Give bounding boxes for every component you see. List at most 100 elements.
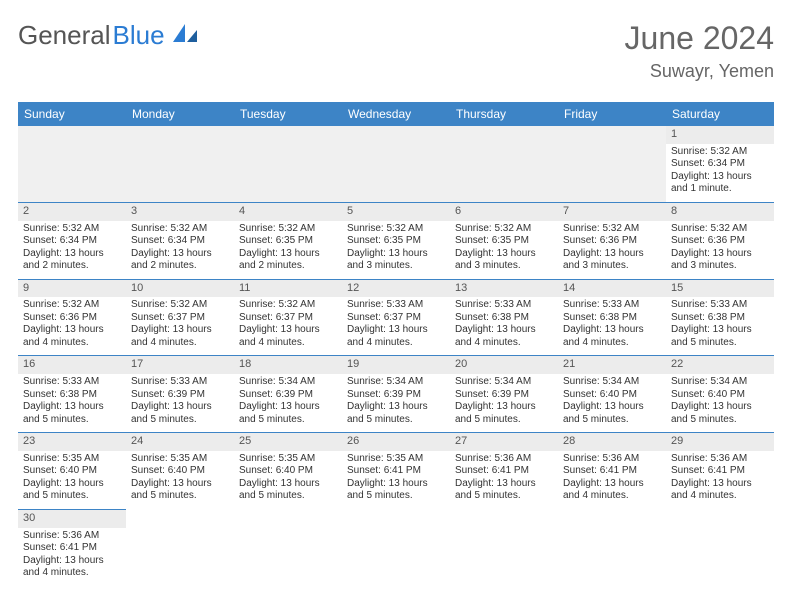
day-number: 23 <box>18 433 126 451</box>
sunset-text: Sunset: 6:40 PM <box>563 389 661 402</box>
calendar-cell: 5Sunrise: 5:32 AMSunset: 6:35 PMDaylight… <box>342 202 450 279</box>
daylight-text: Daylight: 13 hours <box>671 324 769 337</box>
calendar-cell: 7Sunrise: 5:32 AMSunset: 6:36 PMDaylight… <box>558 202 666 279</box>
sunset-text: Sunset: 6:37 PM <box>347 312 445 325</box>
calendar-cell: 15Sunrise: 5:33 AMSunset: 6:38 PMDayligh… <box>666 279 774 356</box>
calendar-cell: 28Sunrise: 5:36 AMSunset: 6:41 PMDayligh… <box>558 433 666 510</box>
calendar-cell: 26Sunrise: 5:35 AMSunset: 6:41 PMDayligh… <box>342 433 450 510</box>
sunset-text: Sunset: 6:38 PM <box>671 312 769 325</box>
weekday-header: Wednesday <box>342 102 450 126</box>
sunset-text: Sunset: 6:41 PM <box>455 465 553 478</box>
calendar-row: 30Sunrise: 5:36 AMSunset: 6:41 PMDayligh… <box>18 509 774 585</box>
calendar-cell: 16Sunrise: 5:33 AMSunset: 6:38 PMDayligh… <box>18 356 126 433</box>
daylight-text: Daylight: 13 hours <box>23 248 121 261</box>
day-number: 2 <box>18 203 126 221</box>
daylight-text: Daylight: 13 hours <box>455 401 553 414</box>
sunset-text: Sunset: 6:34 PM <box>23 235 121 248</box>
calendar-cell: 10Sunrise: 5:32 AMSunset: 6:37 PMDayligh… <box>126 279 234 356</box>
calendar-cell <box>450 509 558 585</box>
sunset-text: Sunset: 6:38 PM <box>23 389 121 402</box>
weekday-header: Thursday <box>450 102 558 126</box>
sunrise-text: Sunrise: 5:34 AM <box>455 376 553 389</box>
sunrise-text: Sunrise: 5:32 AM <box>239 223 337 236</box>
calendar-cell: 22Sunrise: 5:34 AMSunset: 6:40 PMDayligh… <box>666 356 774 433</box>
logo-text-2: Blue <box>113 20 165 51</box>
calendar-cell <box>126 509 234 585</box>
daylight-text: and 5 minutes. <box>455 414 553 427</box>
daylight-text: and 4 minutes. <box>563 490 661 503</box>
sunrise-text: Sunrise: 5:33 AM <box>347 299 445 312</box>
daylight-text: Daylight: 13 hours <box>131 248 229 261</box>
sunset-text: Sunset: 6:39 PM <box>347 389 445 402</box>
daylight-text: Daylight: 13 hours <box>239 248 337 261</box>
calendar-cell: 17Sunrise: 5:33 AMSunset: 6:39 PMDayligh… <box>126 356 234 433</box>
calendar-cell <box>558 126 666 202</box>
sunset-text: Sunset: 6:35 PM <box>239 235 337 248</box>
calendar-cell: 6Sunrise: 5:32 AMSunset: 6:35 PMDaylight… <box>450 202 558 279</box>
calendar-cell: 29Sunrise: 5:36 AMSunset: 6:41 PMDayligh… <box>666 433 774 510</box>
calendar-row: 16Sunrise: 5:33 AMSunset: 6:38 PMDayligh… <box>18 356 774 433</box>
day-number: 26 <box>342 433 450 451</box>
daylight-text: Daylight: 13 hours <box>239 401 337 414</box>
calendar-cell: 4Sunrise: 5:32 AMSunset: 6:35 PMDaylight… <box>234 202 342 279</box>
calendar-cell <box>342 509 450 585</box>
header: GeneralBlue June 2024 Suwayr, Yemen <box>18 20 774 84</box>
calendar-cell: 9Sunrise: 5:32 AMSunset: 6:36 PMDaylight… <box>18 279 126 356</box>
sunrise-text: Sunrise: 5:33 AM <box>671 299 769 312</box>
calendar-cell: 25Sunrise: 5:35 AMSunset: 6:40 PMDayligh… <box>234 433 342 510</box>
sunset-text: Sunset: 6:35 PM <box>455 235 553 248</box>
sunset-text: Sunset: 6:39 PM <box>239 389 337 402</box>
sunrise-text: Sunrise: 5:32 AM <box>23 223 121 236</box>
sunrise-text: Sunrise: 5:32 AM <box>131 223 229 236</box>
sunrise-text: Sunrise: 5:32 AM <box>671 223 769 236</box>
sunrise-text: Sunrise: 5:32 AM <box>131 299 229 312</box>
sunset-text: Sunset: 6:39 PM <box>131 389 229 402</box>
daylight-text: Daylight: 13 hours <box>23 324 121 337</box>
sail-icon <box>171 20 199 51</box>
sunrise-text: Sunrise: 5:32 AM <box>671 146 769 159</box>
daylight-text: and 5 minutes. <box>23 490 121 503</box>
day-number: 1 <box>666 126 774 144</box>
day-number: 8 <box>666 203 774 221</box>
daylight-text: Daylight: 13 hours <box>563 248 661 261</box>
day-number: 6 <box>450 203 558 221</box>
daylight-text: Daylight: 13 hours <box>671 401 769 414</box>
sunset-text: Sunset: 6:37 PM <box>239 312 337 325</box>
daylight-text: Daylight: 13 hours <box>563 478 661 491</box>
calendar-cell: 3Sunrise: 5:32 AMSunset: 6:34 PMDaylight… <box>126 202 234 279</box>
sunrise-text: Sunrise: 5:33 AM <box>455 299 553 312</box>
sunrise-text: Sunrise: 5:32 AM <box>239 299 337 312</box>
daylight-text: Daylight: 13 hours <box>347 324 445 337</box>
daylight-text: Daylight: 13 hours <box>455 478 553 491</box>
daylight-text: Daylight: 13 hours <box>23 555 121 568</box>
daylight-text: and 4 minutes. <box>671 490 769 503</box>
calendar-row: 9Sunrise: 5:32 AMSunset: 6:36 PMDaylight… <box>18 279 774 356</box>
day-number: 27 <box>450 433 558 451</box>
daylight-text: and 5 minutes. <box>239 490 337 503</box>
sunset-text: Sunset: 6:41 PM <box>347 465 445 478</box>
calendar-cell: 27Sunrise: 5:36 AMSunset: 6:41 PMDayligh… <box>450 433 558 510</box>
day-number: 29 <box>666 433 774 451</box>
day-number: 13 <box>450 280 558 298</box>
daylight-text: and 5 minutes. <box>347 414 445 427</box>
calendar-cell: 12Sunrise: 5:33 AMSunset: 6:37 PMDayligh… <box>342 279 450 356</box>
daylight-text: Daylight: 13 hours <box>239 478 337 491</box>
day-number: 20 <box>450 356 558 374</box>
daylight-text: and 4 minutes. <box>131 337 229 350</box>
month-title: June 2024 <box>625 20 774 57</box>
sunrise-text: Sunrise: 5:34 AM <box>671 376 769 389</box>
title-block: June 2024 Suwayr, Yemen <box>625 20 774 84</box>
day-number: 12 <box>342 280 450 298</box>
calendar-cell: 8Sunrise: 5:32 AMSunset: 6:36 PMDaylight… <box>666 202 774 279</box>
daylight-text: and 5 minutes. <box>455 490 553 503</box>
daylight-text: and 4 minutes. <box>23 337 121 350</box>
daylight-text: and 5 minutes. <box>23 414 121 427</box>
calendar-table: Sunday Monday Tuesday Wednesday Thursday… <box>18 102 774 586</box>
day-number: 25 <box>234 433 342 451</box>
calendar-cell: 13Sunrise: 5:33 AMSunset: 6:38 PMDayligh… <box>450 279 558 356</box>
calendar-cell: 11Sunrise: 5:32 AMSunset: 6:37 PMDayligh… <box>234 279 342 356</box>
daylight-text: Daylight: 13 hours <box>671 478 769 491</box>
sunrise-text: Sunrise: 5:32 AM <box>455 223 553 236</box>
sunrise-text: Sunrise: 5:32 AM <box>23 299 121 312</box>
weekday-header: Tuesday <box>234 102 342 126</box>
